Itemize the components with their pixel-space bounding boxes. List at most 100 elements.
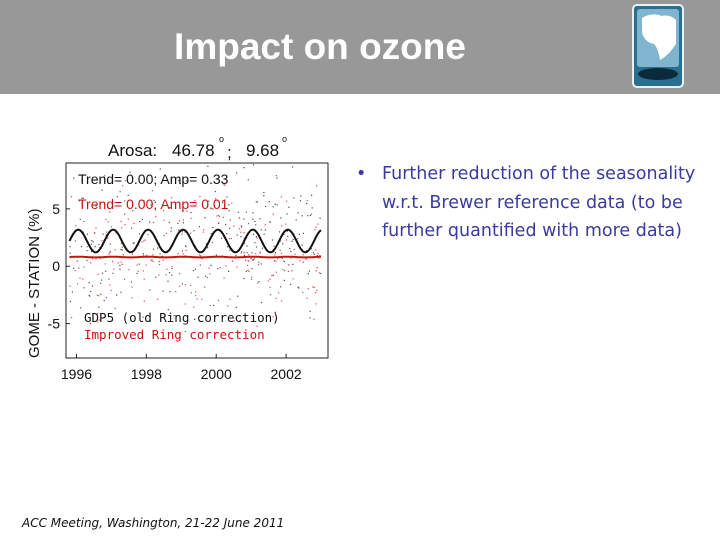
data-point-series-0: [279, 240, 281, 242]
data-point-series-1: [124, 200, 126, 202]
data-point-series-1: [113, 268, 115, 270]
data-point-series-1: [96, 294, 98, 296]
data-point-series-1: [248, 222, 250, 225]
data-point-series-0: [173, 315, 175, 317]
data-point-series-1: [233, 225, 235, 227]
data-point-series-0: [260, 263, 262, 265]
data-point-series-0: [207, 165, 209, 167]
data-point-series-0: [309, 310, 311, 312]
data-point-series-0: [281, 257, 283, 259]
data-point-series-0: [252, 233, 255, 235]
data-point-series-0: [276, 204, 278, 206]
data-point-series-0: [236, 234, 238, 236]
data-point-series-1: [123, 278, 126, 280]
data-point-series-0: [310, 248, 312, 250]
data-point-series-0: [223, 205, 226, 207]
data-point-series-0: [297, 286, 299, 288]
data-point-series-0: [170, 227, 172, 229]
data-point-series-0: [86, 259, 88, 262]
degree-mark-latitude: o: [219, 134, 224, 144]
data-point-series-1: [272, 316, 274, 318]
data-point-series-1: [190, 292, 192, 294]
data-point-series-0: [307, 273, 309, 275]
data-point-series-0: [90, 250, 93, 253]
data-point-series-0: [121, 249, 123, 251]
data-point-series-1: [121, 227, 123, 229]
data-point-series-0: [288, 264, 290, 266]
data-point-series-1: [107, 237, 109, 239]
data-point-series-1: [204, 286, 206, 288]
data-point-series-1: [133, 222, 135, 224]
data-point-series-1: [79, 277, 81, 279]
data-point-series-1: [143, 300, 145, 302]
data-point-series-0: [100, 282, 102, 284]
data-point-series-1: [177, 252, 179, 255]
data-point-series-1: [281, 225, 283, 227]
data-point-series-1: [98, 319, 100, 321]
data-point-series-1: [316, 185, 318, 187]
data-point-series-0: [291, 240, 293, 242]
data-point-series-0: [131, 227, 133, 229]
data-point-series-0: [316, 255, 318, 257]
data-point-series-0: [275, 175, 277, 177]
data-point-series-0: [265, 205, 267, 208]
data-point-series-0: [252, 212, 254, 214]
data-point-series-0: [198, 226, 200, 228]
data-point-series-1: [158, 243, 160, 245]
data-point-series-0: [86, 250, 88, 252]
data-point-series-1: [74, 240, 76, 242]
data-point-series-1: [216, 215, 218, 217]
data-point-series-0: [298, 233, 301, 235]
data-point-series-0: [116, 196, 118, 198]
data-point-series-1: [283, 233, 285, 236]
data-point-series-1: [125, 180, 127, 182]
data-point-series-0: [73, 267, 75, 269]
data-point-series-1: [243, 237, 245, 239]
bullet-dot-icon: •: [356, 164, 367, 184]
x-tick-label: 1996: [61, 366, 92, 382]
data-point-series-1: [270, 294, 272, 296]
data-point-series-0: [299, 200, 301, 202]
data-point-series-1: [165, 274, 167, 276]
data-point-series-1: [185, 246, 187, 248]
data-point-series-0: [119, 191, 121, 193]
data-point-series-0: [181, 250, 183, 252]
data-point-series-0: [238, 217, 241, 219]
data-point-series-0: [181, 231, 183, 233]
data-point-series-0: [306, 202, 308, 205]
data-point-series-0: [263, 233, 265, 235]
data-point-series-1: [250, 278, 253, 280]
data-point-series-1: [247, 269, 249, 271]
data-point-series-1: [316, 267, 318, 269]
data-point-series-1: [178, 220, 180, 222]
data-point-series-1: [76, 283, 79, 285]
data-point-series-1: [195, 203, 197, 205]
data-point-series-0: [98, 306, 100, 308]
data-point-series-0: [171, 268, 173, 270]
data-point-series-1: [158, 274, 160, 276]
data-point-series-1: [138, 233, 140, 235]
data-point-series-0: [78, 200, 80, 202]
data-point-series-0: [243, 218, 245, 220]
data-point-series-1: [120, 220, 122, 223]
title-bar: Impact on ozone: [0, 0, 720, 94]
data-point-series-1: [272, 213, 274, 215]
data-point-series-0: [312, 252, 314, 254]
data-point-series-1: [280, 196, 282, 198]
data-point-series-0: [138, 263, 140, 265]
data-point-series-0: [237, 211, 239, 213]
data-point-series-1: [231, 202, 233, 204]
data-point-series-0: [215, 254, 217, 256]
data-point-series-0: [273, 260, 276, 262]
chart-title: Arosa: 46.78 o ; 9.68 o: [108, 134, 287, 162]
data-point-series-0: [220, 237, 223, 239]
data-point-series-0: [228, 210, 230, 212]
x-tick-label: 1998: [131, 366, 162, 382]
data-point-series-0: [311, 194, 313, 196]
data-point-series-0: [226, 196, 228, 198]
data-point-series-1: [179, 285, 181, 287]
data-point-series-1: [184, 303, 186, 305]
data-point-series-0: [91, 285, 93, 287]
data-point-series-1: [215, 198, 217, 200]
data-point-series-0: [222, 202, 224, 204]
